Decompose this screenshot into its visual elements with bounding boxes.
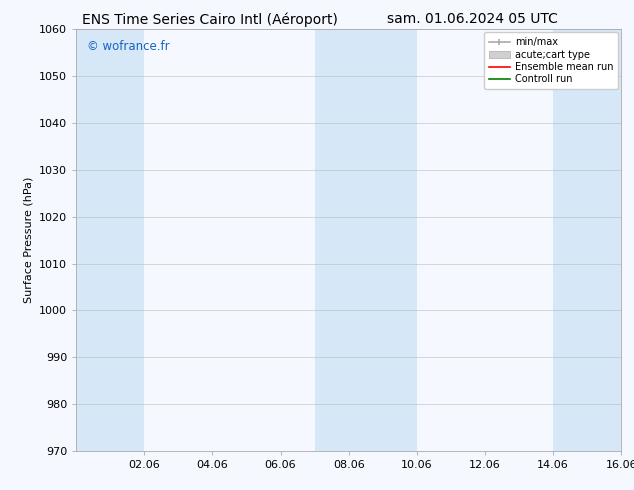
Text: ENS Time Series Cairo Intl (Aéroport): ENS Time Series Cairo Intl (Aéroport): [82, 12, 339, 27]
Legend: min/max, acute;cart type, Ensemble mean run, Controll run: min/max, acute;cart type, Ensemble mean …: [484, 32, 618, 89]
Text: sam. 01.06.2024 05 UTC: sam. 01.06.2024 05 UTC: [387, 12, 558, 26]
Text: © wofrance.fr: © wofrance.fr: [87, 40, 170, 53]
Y-axis label: Surface Pressure (hPa): Surface Pressure (hPa): [23, 177, 34, 303]
Bar: [76, 29, 144, 451]
Bar: [314, 29, 417, 451]
Bar: [553, 29, 621, 451]
